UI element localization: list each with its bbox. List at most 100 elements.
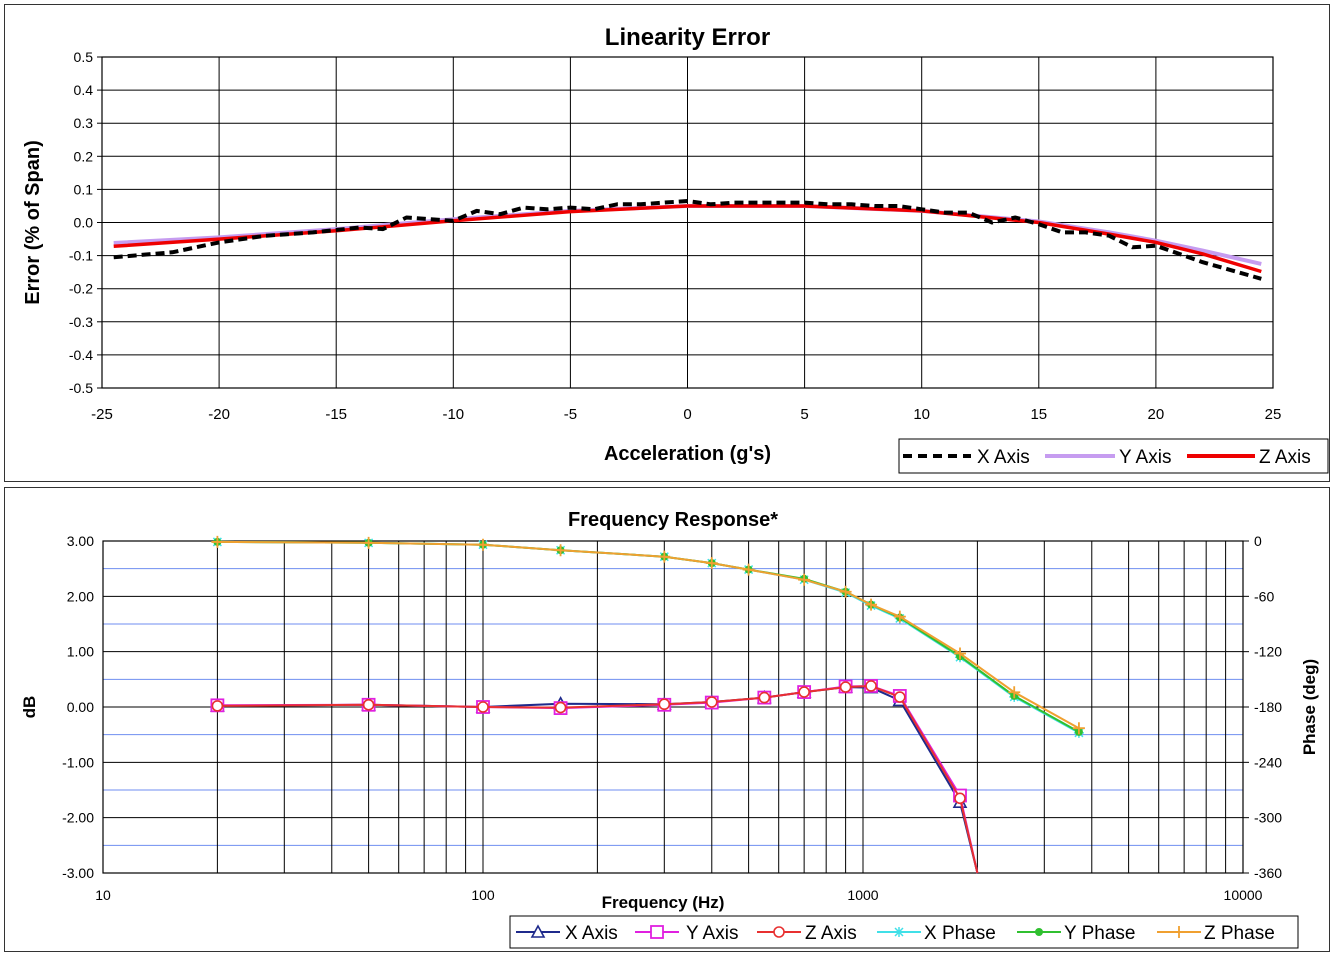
- data-point: [362, 698, 375, 711]
- y-tick-label: 3.00: [67, 533, 94, 549]
- y-tick-label: -0.4: [69, 347, 93, 363]
- y-axis-label: dB: [20, 696, 39, 719]
- legend-label: Y Axis: [686, 923, 738, 944]
- y-tick-label: -0.1: [69, 248, 93, 264]
- y2-tick-label: -240: [1254, 754, 1282, 770]
- x-tick-label: 100: [471, 887, 495, 903]
- data-point: [705, 696, 718, 708]
- y-tick-label: 1.00: [67, 644, 94, 660]
- y-tick-label: -0.3: [69, 314, 93, 330]
- x-tick-label: 25: [1265, 406, 1282, 423]
- y2-tick-label: -300: [1254, 810, 1282, 826]
- data-point: [893, 610, 906, 623]
- data-point: [954, 792, 966, 805]
- y-tick-label: -1.00: [62, 754, 94, 770]
- legend-label: Z Axis: [805, 923, 857, 944]
- linearity-error-panel: Linearity Error -25 -20 -15 -10 -5 0 5 10 15 20 25 0…: [4, 4, 1330, 482]
- x-tick-label: 15: [1030, 406, 1047, 423]
- legend-label: Z Axis: [1259, 447, 1311, 468]
- y-tick-label: 0.5: [74, 49, 94, 65]
- series-z-phase: [211, 535, 1085, 735]
- y-tick-label: 2.00: [67, 588, 94, 604]
- legend-label: Y Axis: [1119, 447, 1171, 468]
- y2-tick-label: 0: [1254, 533, 1262, 549]
- legend: X Axis Y Axis Z Axis X Phase Y Phase Z Phase: [509, 915, 1299, 949]
- frequency-response-chart: Frequency Response* 3.00 2.00 1.00 0.00 -1.00…: [20, 509, 1319, 949]
- data-point: [362, 536, 375, 549]
- data-point: [1035, 928, 1043, 936]
- data-point: [1008, 686, 1021, 699]
- y-tick-label: 0.4: [74, 82, 94, 98]
- data-point: [658, 550, 671, 563]
- legend-label: X Axis: [565, 923, 618, 944]
- y-tick-label: -3.00: [62, 865, 94, 881]
- data-point: [211, 535, 224, 548]
- x-tick-label: 5: [800, 406, 808, 423]
- y2-axis-label: Phase (deg): [1300, 659, 1319, 755]
- x-tick-label: 10: [95, 887, 111, 903]
- data-point: [865, 680, 877, 692]
- y2-tick-label: -120: [1254, 644, 1282, 660]
- series-line: [217, 540, 1080, 730]
- x-tick-label: -15: [325, 406, 347, 423]
- y2-tick-label: -360: [1254, 865, 1282, 881]
- data-point: [477, 701, 489, 713]
- legend-label: Z Phase: [1204, 923, 1275, 944]
- data-point: [839, 585, 852, 598]
- data-point: [1072, 722, 1085, 735]
- data-point: [773, 926, 785, 938]
- data-point: [650, 925, 664, 939]
- data-point: [554, 701, 567, 714]
- y-tick-label: -0.5: [69, 380, 93, 396]
- series-y-axis: [210, 679, 979, 874]
- x-tick-label: 1000: [847, 887, 878, 903]
- data-point: [705, 557, 718, 570]
- data-point: [1173, 926, 1185, 938]
- linearity-error-chart: Linearity Error -25 -20 -15 -10 -5 0 5 10 15 20 25 0…: [22, 24, 1329, 474]
- data-point: [798, 573, 811, 586]
- legend-label: X Phase: [924, 923, 996, 944]
- y2-tick-label: -180: [1254, 699, 1282, 715]
- data-point: [477, 538, 489, 551]
- x-tick-label: 10: [913, 406, 930, 423]
- x-tick-label: -20: [208, 406, 230, 423]
- y-tick-label: 0.2: [74, 148, 94, 164]
- y-tick-label: 0.3: [74, 115, 94, 131]
- y-axis-label: Error (% of Span): [22, 140, 44, 304]
- data-point: [894, 691, 906, 703]
- y-tick-label: -0.2: [69, 281, 93, 297]
- y-tick-label: 0.1: [74, 181, 94, 197]
- data-point: [554, 544, 567, 557]
- series-line-x-axis: [113, 199, 1262, 281]
- x-axis-label: Frequency (Hz): [602, 893, 725, 912]
- data-point: [742, 563, 755, 576]
- plot-area: [102, 540, 1244, 874]
- x-tick-label: -10: [442, 406, 464, 423]
- legend-label: Y Phase: [1064, 923, 1135, 944]
- y-tick-label: 0.00: [67, 699, 94, 715]
- x-tick-label: -25: [91, 406, 113, 423]
- frequency-response-panel: Frequency Response* 3.00 2.00 1.00 0.00 -1.00…: [4, 487, 1330, 952]
- data-point: [894, 927, 904, 937]
- x-tick-label: -5: [564, 406, 577, 423]
- legend-label: X Axis: [977, 447, 1030, 468]
- data-point: [530, 924, 546, 938]
- x-tick-label: 0: [683, 406, 691, 423]
- x-tick-label: 10000: [1224, 887, 1263, 903]
- y2-tick-label: -60: [1254, 588, 1274, 604]
- data-point: [758, 691, 771, 704]
- plot-area: [101, 56, 1274, 389]
- series-z-axis: [211, 680, 979, 874]
- data-point: [658, 698, 671, 711]
- y-tick-label: 0.0: [74, 215, 94, 231]
- series-x-phase: [212, 536, 1084, 738]
- y-tick-label: -2.00: [62, 810, 94, 826]
- x-axis-label: Acceleration (g's): [604, 443, 771, 465]
- data-point: [211, 700, 224, 712]
- x-tick-label: 20: [1148, 406, 1165, 423]
- data-point: [839, 681, 852, 693]
- chart-title: Frequency Response*: [568, 509, 778, 531]
- data-point: [798, 686, 810, 698]
- data-point: [954, 647, 967, 660]
- data-point: [865, 598, 878, 611]
